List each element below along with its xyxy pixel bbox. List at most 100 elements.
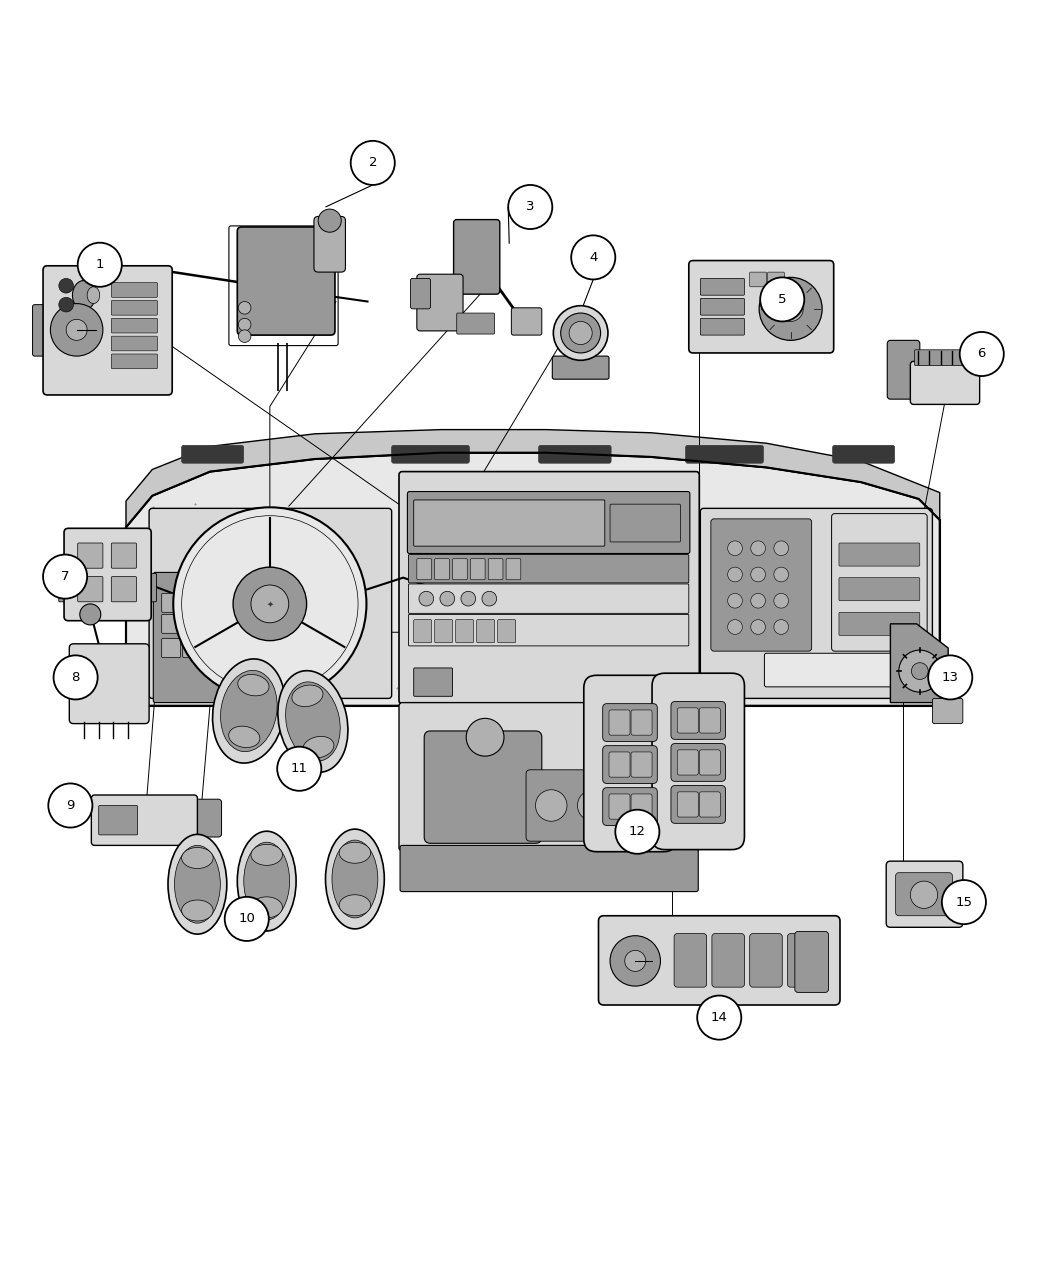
FancyBboxPatch shape bbox=[700, 278, 744, 296]
FancyBboxPatch shape bbox=[700, 509, 932, 699]
FancyBboxPatch shape bbox=[43, 265, 172, 395]
Circle shape bbox=[728, 620, 742, 635]
Ellipse shape bbox=[561, 314, 601, 353]
Ellipse shape bbox=[302, 737, 334, 757]
Ellipse shape bbox=[278, 671, 348, 773]
Text: ✦: ✦ bbox=[267, 599, 273, 608]
FancyBboxPatch shape bbox=[603, 704, 657, 742]
FancyBboxPatch shape bbox=[700, 319, 744, 335]
FancyBboxPatch shape bbox=[700, 298, 744, 315]
FancyBboxPatch shape bbox=[237, 227, 335, 335]
FancyBboxPatch shape bbox=[173, 799, 222, 836]
FancyBboxPatch shape bbox=[671, 785, 726, 824]
Text: 3: 3 bbox=[526, 200, 534, 213]
FancyBboxPatch shape bbox=[183, 615, 202, 634]
Circle shape bbox=[50, 303, 103, 356]
Ellipse shape bbox=[212, 659, 286, 762]
FancyBboxPatch shape bbox=[631, 752, 652, 778]
Ellipse shape bbox=[553, 306, 608, 361]
Ellipse shape bbox=[251, 844, 282, 866]
Circle shape bbox=[419, 592, 434, 606]
FancyBboxPatch shape bbox=[598, 915, 840, 1005]
FancyBboxPatch shape bbox=[435, 620, 453, 643]
Circle shape bbox=[751, 593, 765, 608]
FancyBboxPatch shape bbox=[511, 307, 542, 335]
Ellipse shape bbox=[326, 829, 384, 929]
FancyBboxPatch shape bbox=[414, 620, 432, 643]
Circle shape bbox=[778, 296, 803, 321]
Circle shape bbox=[238, 319, 251, 332]
Circle shape bbox=[536, 789, 567, 821]
FancyBboxPatch shape bbox=[609, 794, 630, 819]
Circle shape bbox=[960, 332, 1004, 376]
FancyBboxPatch shape bbox=[886, 861, 963, 927]
Ellipse shape bbox=[72, 280, 96, 310]
Text: 7: 7 bbox=[61, 570, 69, 583]
FancyBboxPatch shape bbox=[839, 543, 920, 566]
FancyBboxPatch shape bbox=[111, 319, 158, 333]
FancyBboxPatch shape bbox=[183, 639, 202, 658]
FancyBboxPatch shape bbox=[111, 301, 158, 315]
FancyBboxPatch shape bbox=[671, 743, 726, 782]
Circle shape bbox=[774, 567, 789, 581]
FancyBboxPatch shape bbox=[111, 354, 158, 368]
FancyBboxPatch shape bbox=[153, 572, 242, 703]
FancyBboxPatch shape bbox=[456, 620, 474, 643]
Circle shape bbox=[571, 236, 615, 279]
FancyBboxPatch shape bbox=[603, 788, 657, 825]
Circle shape bbox=[78, 242, 122, 287]
FancyBboxPatch shape bbox=[712, 933, 744, 987]
FancyBboxPatch shape bbox=[839, 612, 920, 635]
FancyBboxPatch shape bbox=[78, 576, 103, 602]
Circle shape bbox=[238, 301, 251, 314]
FancyBboxPatch shape bbox=[407, 492, 690, 553]
Ellipse shape bbox=[229, 727, 260, 747]
FancyBboxPatch shape bbox=[887, 340, 920, 399]
Circle shape bbox=[728, 593, 742, 608]
Circle shape bbox=[774, 620, 789, 635]
FancyBboxPatch shape bbox=[795, 932, 828, 992]
Circle shape bbox=[482, 592, 497, 606]
Circle shape bbox=[751, 567, 765, 581]
FancyBboxPatch shape bbox=[392, 445, 469, 463]
Circle shape bbox=[760, 278, 804, 321]
Circle shape bbox=[774, 541, 789, 556]
FancyBboxPatch shape bbox=[162, 593, 181, 612]
FancyBboxPatch shape bbox=[111, 337, 158, 351]
FancyBboxPatch shape bbox=[711, 519, 812, 652]
FancyBboxPatch shape bbox=[603, 746, 657, 783]
Circle shape bbox=[910, 881, 938, 908]
FancyBboxPatch shape bbox=[149, 509, 392, 699]
Text: 10: 10 bbox=[238, 913, 255, 926]
Circle shape bbox=[508, 185, 552, 230]
FancyBboxPatch shape bbox=[400, 845, 698, 891]
Ellipse shape bbox=[292, 685, 323, 706]
FancyBboxPatch shape bbox=[111, 543, 136, 569]
Circle shape bbox=[466, 718, 504, 756]
FancyBboxPatch shape bbox=[631, 710, 652, 736]
FancyBboxPatch shape bbox=[677, 708, 698, 733]
FancyBboxPatch shape bbox=[408, 615, 689, 646]
FancyBboxPatch shape bbox=[414, 668, 453, 696]
Circle shape bbox=[225, 896, 269, 941]
Text: 13: 13 bbox=[942, 671, 959, 683]
FancyBboxPatch shape bbox=[699, 708, 720, 733]
FancyBboxPatch shape bbox=[414, 500, 605, 546]
FancyBboxPatch shape bbox=[689, 260, 834, 353]
FancyBboxPatch shape bbox=[162, 639, 181, 658]
FancyBboxPatch shape bbox=[144, 574, 156, 602]
FancyBboxPatch shape bbox=[488, 558, 503, 580]
FancyBboxPatch shape bbox=[768, 272, 784, 287]
Ellipse shape bbox=[182, 900, 213, 921]
Ellipse shape bbox=[244, 843, 290, 921]
Ellipse shape bbox=[220, 671, 277, 752]
Circle shape bbox=[251, 585, 289, 622]
Circle shape bbox=[625, 950, 646, 972]
FancyBboxPatch shape bbox=[631, 794, 652, 819]
FancyBboxPatch shape bbox=[932, 699, 963, 724]
FancyBboxPatch shape bbox=[552, 356, 609, 379]
Circle shape bbox=[277, 747, 321, 790]
FancyBboxPatch shape bbox=[399, 703, 699, 850]
FancyBboxPatch shape bbox=[111, 283, 158, 297]
Ellipse shape bbox=[168, 834, 227, 935]
